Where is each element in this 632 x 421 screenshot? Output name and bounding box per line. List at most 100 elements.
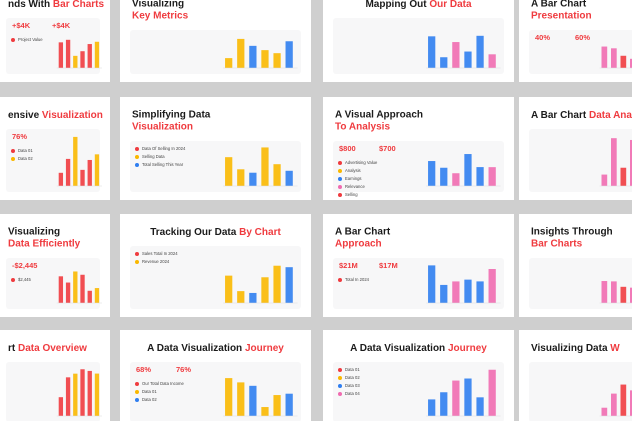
title-accent: Bar Charts	[53, 0, 105, 10]
title-accent: Our Data	[429, 0, 472, 10]
decor-bar	[285, 393, 293, 416]
label-dot	[338, 392, 342, 396]
content-panel	[130, 246, 301, 309]
title-dark: Visualizing Data	[531, 343, 610, 354]
decor-bar	[261, 407, 269, 416]
decor-bar	[630, 139, 632, 186]
slide: Visualizing Data W	[519, 330, 632, 421]
title-accent: Data Efficiently	[8, 239, 81, 250]
title-accent: W	[610, 343, 620, 354]
label: Analysis	[345, 168, 361, 173]
decor-bar	[452, 380, 460, 416]
label-dot	[338, 384, 342, 388]
title-accent: Presentation	[531, 11, 592, 22]
content-panel	[333, 141, 504, 192]
slide: Mapping Out Our Data	[323, 0, 514, 82]
decor-bar	[261, 277, 269, 303]
decor-bar	[464, 378, 472, 416]
label-dot	[135, 260, 139, 264]
title-dark: rt	[8, 343, 18, 354]
decor-bar	[452, 281, 460, 303]
title-accent: Journey	[245, 343, 284, 354]
slide: rt Data Overview	[0, 330, 110, 421]
content-panel	[130, 141, 301, 192]
slide: A Data Visualization Journey 68% 76% Our To…	[120, 330, 311, 421]
decor-bar	[87, 44, 92, 68]
decor-bar	[94, 41, 100, 68]
decor-bar	[476, 167, 484, 186]
label-dot	[135, 147, 139, 151]
decor-bar	[428, 265, 436, 303]
label-dot	[11, 38, 15, 42]
decor-bar	[80, 274, 85, 303]
decor-bar	[87, 370, 92, 416]
decor-bar	[440, 57, 448, 68]
title-dark: Mapping Out	[365, 0, 429, 10]
slide: A Bar Chart Data Analys	[519, 97, 632, 200]
decor-bar	[630, 390, 632, 416]
label-dot	[135, 398, 139, 402]
decor-bar	[452, 42, 460, 68]
title-dark: A Data Visualization	[350, 343, 448, 354]
slide: A Data Visualization Journey Data 01 Data …	[323, 330, 514, 421]
title-accent: Data Analys	[589, 110, 632, 121]
title-dark: Visualizing	[8, 227, 60, 238]
decor-bar	[94, 288, 100, 303]
label: Data 01	[142, 389, 157, 394]
decor-bar	[620, 167, 627, 186]
decor-bar	[94, 373, 100, 416]
label-dot	[135, 390, 139, 394]
decor-bar	[428, 161, 436, 186]
title-accent: Approach	[335, 239, 382, 250]
label: Data 03	[345, 383, 360, 388]
decor-bar	[428, 36, 436, 68]
decor-bar	[237, 38, 245, 68]
decor-bar	[601, 174, 608, 186]
stat-value: 76%	[12, 132, 27, 141]
decor-bar	[476, 35, 484, 68]
content-panel	[130, 30, 301, 74]
title-dark: Visualizing	[132, 0, 184, 10]
title-dark: A Bar Chart	[531, 0, 587, 10]
decor-bar	[452, 173, 460, 186]
stat-value: 40%	[535, 33, 550, 42]
decor-bar	[58, 42, 64, 68]
slide: ensive Visualization 76% Data 01 Data 02	[0, 97, 110, 200]
label: Our Total Data Income	[142, 381, 184, 386]
title-accent: Bar Charts	[531, 239, 583, 250]
decor-bar	[428, 399, 436, 416]
decor-bar	[601, 46, 608, 68]
label: Data 02	[142, 397, 157, 402]
label-dot	[11, 149, 15, 153]
label: $2,445	[18, 277, 31, 282]
decor-bar	[488, 167, 496, 186]
decor-bar	[601, 281, 608, 303]
decor-bar	[237, 169, 245, 186]
decor-bar	[80, 369, 85, 416]
title-dark: nds With	[8, 0, 53, 10]
stat-value: +$4K	[52, 21, 71, 30]
label-dot	[338, 177, 342, 181]
slide-title: A Data Visualization Journey	[147, 343, 284, 354]
title-accent: To Analysis	[335, 122, 390, 133]
decor-bar	[620, 384, 627, 416]
decor-bar	[611, 138, 617, 186]
decor-bar	[58, 172, 64, 186]
slide: Tracking Our Data By Chart Sales Total In…	[120, 214, 311, 317]
decor-bar	[611, 48, 617, 68]
decor-bar	[440, 392, 448, 416]
title-dark: ensive	[8, 110, 42, 121]
decor-bar	[261, 50, 269, 68]
decor-bar	[464, 51, 472, 68]
label: Relevance	[345, 184, 365, 189]
title-dark: Simplifying Data	[132, 110, 211, 121]
decor-bar	[285, 41, 293, 68]
label-dot	[135, 155, 139, 159]
slide-title: Tracking Our Data By Chart	[150, 227, 281, 238]
decor-bar	[225, 157, 233, 186]
decor-bar	[249, 45, 257, 68]
